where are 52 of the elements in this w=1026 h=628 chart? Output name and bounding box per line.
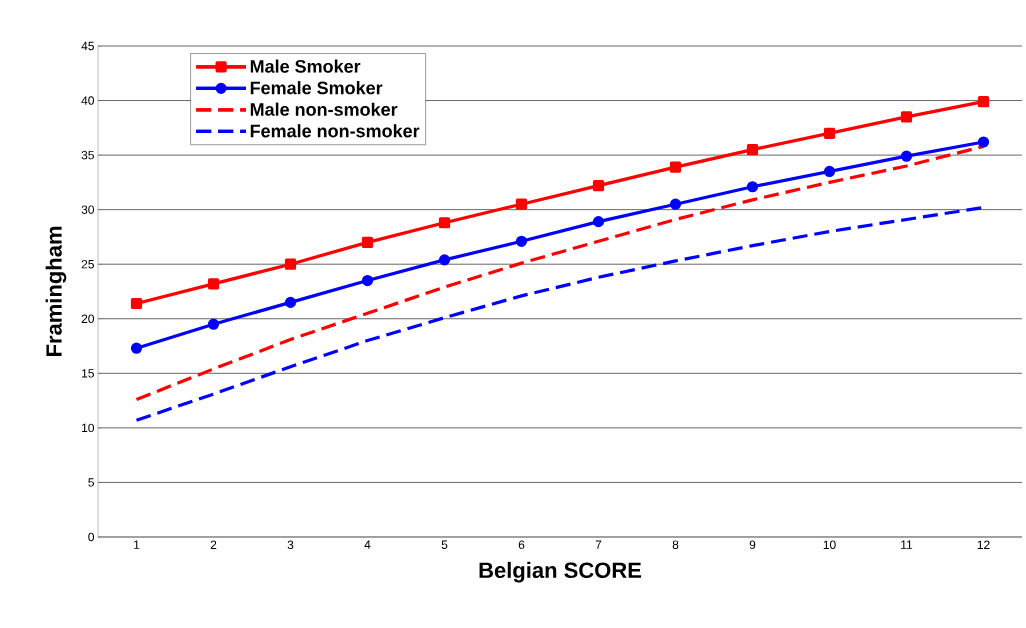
point [361,236,374,248]
x-tick-label: 12 [977,540,990,549]
point [361,274,374,287]
point [130,342,143,354]
point [746,181,759,193]
point [900,111,913,123]
y-tick-label: 25 [81,259,94,269]
point [207,278,220,290]
x-tick-label: 10 [823,540,836,550]
legend-label: Female non-smoker [250,124,420,138]
legend-label: Female Smoker [250,81,383,95]
y-tick-label: 35 [81,150,94,160]
point [438,217,451,229]
point [515,198,528,210]
x-tick-label: 3 [287,540,294,550]
legend-label: Male non-smoker [250,102,398,116]
x-tick-label: 9 [749,540,756,550]
y-tick-label: 0 [88,532,95,542]
point [746,144,759,156]
y-tick-label: 20 [81,314,95,324]
point [515,235,528,247]
x-axis-title: Belgian SCORE [479,561,642,583]
y-tick-label: 5 [88,478,94,487]
x-tick-label: 4 [364,540,371,549]
y-tick-label: 15 [82,369,94,378]
x-tick-label: 11 [901,540,913,549]
y-tick-label: 30 [81,205,95,214]
x-tick-label: 6 [518,540,525,550]
x-tick-label: 7 [595,540,602,549]
point [823,165,836,178]
y-tick-label: 40 [81,96,95,105]
point [977,96,990,108]
x-tick-label: 5 [441,540,448,549]
x-tick-label: 1 [134,540,140,549]
point [207,318,220,330]
point [669,198,682,210]
point [900,150,913,162]
point [284,296,297,308]
point [130,297,143,310]
point [438,254,451,266]
point [284,258,297,270]
y-tick-label: 10 [82,423,95,433]
y-axis-title: Framingham [45,226,67,357]
point [977,136,990,148]
x-tick-label: 8 [672,540,679,550]
point [592,216,605,228]
legend-label: Male Smoker [250,59,361,73]
point [592,180,605,192]
point [823,127,836,139]
x-tick-label: 2 [210,540,217,549]
point [669,161,682,173]
y-tick-label: 45 [81,41,94,51]
